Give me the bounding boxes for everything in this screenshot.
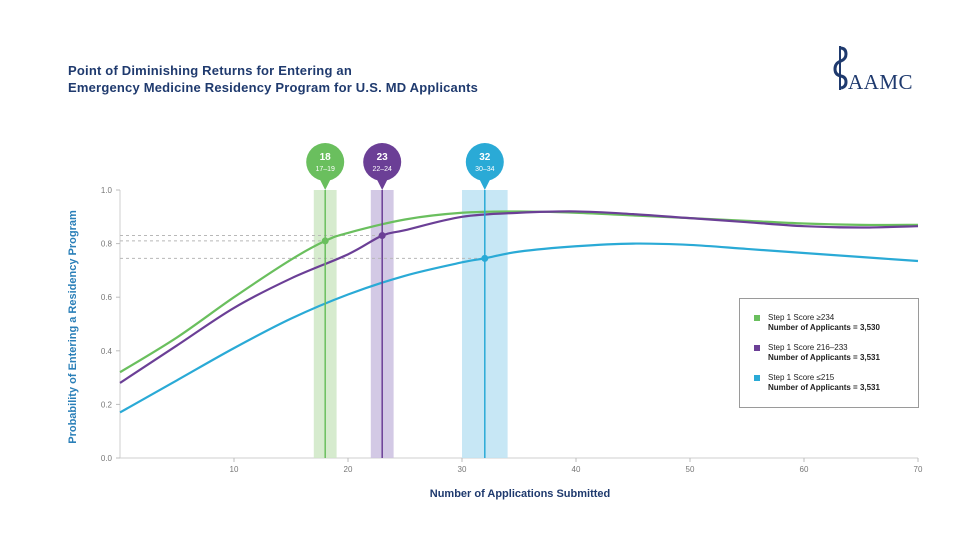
series-line-2 [119, 242, 919, 414]
pin-range-2: 30–34 [475, 166, 495, 173]
y-tick-label: 1.0 [101, 186, 113, 195]
legend-count: Number of Applicants = 3,531 [768, 383, 880, 392]
x-axis-label: Number of Applications Submitted [429, 488, 611, 500]
pin-tail-0 [319, 178, 332, 190]
x-tick-label: 10 [230, 465, 239, 474]
y-tick-label: 0.0 [101, 454, 113, 463]
legend-item-high: Step 1 Score ≥234 Number of Applicants =… [754, 313, 880, 333]
series-line-0 [119, 210, 919, 374]
pin-value-0: 18 [320, 152, 332, 163]
x-tick-label: 30 [458, 465, 467, 474]
legend: Step 1 Score ≥234 Number of Applicants =… [739, 298, 919, 408]
pin-value-2: 32 [479, 152, 491, 163]
chart-title-line2: Emergency Medicine Residency Program for… [68, 80, 479, 95]
series-line-1 [119, 210, 919, 384]
pin-bubble-1 [363, 143, 402, 181]
legend-swatch [754, 375, 760, 381]
x-tick-label: 70 [914, 465, 923, 474]
pin-range-0: 17–19 [315, 166, 335, 173]
legend-count: Number of Applicants = 3,531 [768, 353, 880, 362]
marker-dot-0 [321, 237, 329, 245]
legend-item-mid: Step 1 Score 216–233 Number of Applicant… [754, 343, 880, 363]
chart-title-line1: Point of Diminishing Returns for Enterin… [68, 63, 352, 78]
aamc-logo-icon [833, 46, 848, 90]
x-tick-label: 60 [800, 465, 809, 474]
chart-title: Point of Diminishing Returns for Enterin… [68, 62, 478, 96]
y-axis-label: Probability of Entering a Residency Prog… [67, 210, 79, 444]
y-tick-label: 0.6 [101, 293, 113, 302]
y-tick-label: 0.8 [101, 240, 113, 249]
marker-dot-2 [481, 254, 489, 262]
legend-label: Step 1 Score 216–233 [768, 343, 848, 352]
x-tick-label: 20 [344, 465, 353, 474]
legend-label: Step 1 Score ≤215 [768, 373, 835, 382]
legend-swatch [754, 345, 760, 351]
pin-tail-1 [376, 178, 389, 190]
pin-bubble-2 [465, 143, 504, 181]
x-tick-label: 50 [686, 465, 695, 474]
legend-swatch [754, 315, 760, 321]
marker-dot-1 [378, 232, 386, 240]
legend-item-low: Step 1 Score ≤215 Number of Applicants =… [754, 373, 880, 393]
y-tick-label: 0.4 [101, 347, 113, 356]
pin-range-1: 22–24 [372, 166, 392, 173]
y-tick-label: 0.2 [101, 400, 113, 409]
pin-bubble-0 [306, 143, 345, 181]
legend-count: Number of Applicants = 3,530 [768, 323, 880, 332]
pin-value-1: 23 [377, 152, 389, 163]
legend-label: Step 1 Score ≥234 [768, 313, 835, 322]
aamc-logo-text: AAMC [848, 70, 914, 94]
pin-tail-2 [478, 178, 491, 190]
x-tick-label: 40 [572, 465, 581, 474]
